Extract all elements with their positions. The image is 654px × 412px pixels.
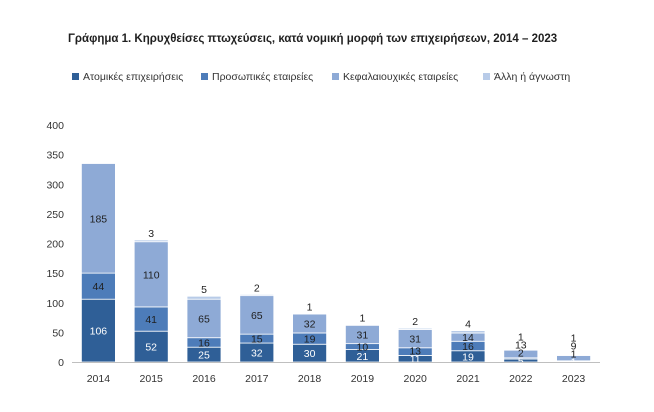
x-tick-label: 2015 (140, 373, 164, 385)
data-label: 1 (571, 349, 577, 361)
data-label: 1 (571, 333, 577, 345)
y-tick-label: 250 (46, 209, 64, 221)
bar-stack-2017: 32 15 65 2 (239, 282, 275, 363)
data-label: 32 (304, 318, 316, 330)
bar-segment (81, 298, 116, 363)
data-label: 32 (251, 348, 263, 360)
x-tick-label: 2014 (87, 373, 111, 385)
data-label: 14 (462, 332, 474, 344)
legend-label: Προσωπικές εταιρείες (212, 71, 313, 83)
legend-swatch (332, 73, 339, 80)
data-label: 31 (357, 329, 369, 341)
y-tick-label: 100 (46, 298, 64, 310)
data-label: 9 (571, 341, 577, 353)
x-tick-label: 2023 (562, 373, 586, 385)
legend-swatch (72, 73, 79, 80)
bar-segment (556, 354, 591, 356)
data-label: 13 (409, 346, 421, 358)
legend-label: Ατομικές επιχειρήσεις (83, 71, 183, 83)
y-tick-label: 400 (46, 120, 64, 132)
bar-segment (239, 295, 275, 335)
data-label: 41 (145, 314, 157, 326)
bar-segment (81, 163, 116, 274)
data-label: 2 (518, 348, 524, 360)
bar-segment (186, 295, 222, 300)
data-label: 106 (90, 326, 108, 338)
data-label: 10 (357, 342, 369, 354)
data-label: 13 (515, 340, 527, 352)
data-label: 65 (198, 313, 210, 325)
data-label: 1 (518, 332, 524, 344)
bar-segment (450, 330, 486, 334)
y-tick-label: 300 (46, 179, 64, 191)
bar-segment (397, 327, 433, 330)
data-label: 19 (304, 334, 316, 346)
legend-label: Άλλη ή άγνωστη (494, 71, 570, 83)
bar-stack-2014: 106 44 185 (81, 163, 116, 363)
y-tick-label: 350 (46, 150, 64, 162)
legend-swatch (201, 73, 208, 80)
legend-label: Κεφαλαιουχικές εταιρείες (343, 71, 458, 83)
data-label: 16 (198, 337, 210, 349)
data-label: 16 (462, 341, 474, 353)
legend-swatch (483, 73, 490, 80)
data-label: 5 (201, 284, 207, 296)
data-label: 30 (304, 348, 316, 360)
data-label: 19 (462, 351, 474, 363)
data-label: 3 (148, 228, 154, 240)
bar-segment (239, 294, 275, 297)
y-tick-label: 0 (58, 357, 64, 369)
bar-segment (344, 324, 380, 326)
data-label: 31 (409, 334, 421, 346)
bar-segment (186, 298, 222, 339)
x-tick-label: 2021 (456, 373, 480, 385)
bar-segment (133, 330, 169, 363)
data-label: 2 (412, 316, 418, 328)
bars-area: 1064418552411103251665532156523019321211… (81, 163, 591, 369)
data-label: 25 (198, 350, 210, 362)
data-label: 1 (307, 301, 313, 313)
x-tick-label: 2016 (192, 373, 216, 385)
data-label: 5 (518, 356, 524, 368)
data-label: 65 (251, 310, 263, 322)
data-label: 185 (90, 213, 108, 225)
data-label: 1 (359, 313, 365, 325)
chart-title: Γράφημα 1. Κηρυχθείσες πτωχεύσεις, κατά … (68, 33, 557, 45)
y-tick-label: 200 (46, 239, 64, 251)
y-axis: 0 50 100 150 200 250 300 350 400 (46, 120, 64, 369)
data-label: 44 (93, 281, 105, 293)
x-tick-label: 2018 (298, 373, 322, 385)
data-label: 15 (251, 334, 263, 346)
x-tick-label: 2019 (351, 373, 375, 385)
y-tick-label: 50 (52, 327, 64, 339)
data-label: 4 (465, 319, 471, 331)
bar-segment (292, 313, 328, 315)
bar-segment (81, 272, 116, 300)
data-label: 11 (410, 354, 421, 366)
x-axis: 2014 2015 2016 2017 2018 2019 2020 2021 2022 2023 (72, 362, 600, 385)
x-tick-label: 2022 (509, 373, 533, 385)
bar-segment (133, 306, 169, 332)
bar-stack-2018: 30 19 32 1 (292, 301, 328, 363)
data-label: 2 (254, 282, 260, 294)
data-label: 21 (357, 351, 369, 363)
bar-segment (133, 239, 169, 243)
data-label: 52 (145, 342, 157, 354)
data-label: 110 (143, 269, 160, 281)
bar-segment (503, 349, 539, 351)
bar-stack-2015: 52 41 110 3 (133, 228, 169, 363)
x-tick-label: 2020 (404, 373, 428, 385)
x-tick-label: 2017 (245, 373, 269, 385)
bar-segment (133, 241, 169, 308)
legend: Ατομικές επιχειρήσεις Προσωπικές εταιρείε… (72, 71, 570, 83)
y-tick-label: 150 (46, 268, 64, 280)
